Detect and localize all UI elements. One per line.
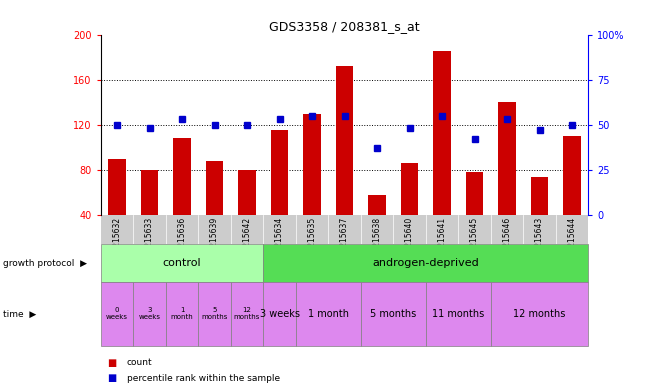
Text: ■: ■	[107, 358, 116, 368]
Text: growth protocol  ▶: growth protocol ▶	[3, 258, 87, 268]
Bar	[205, 161, 224, 215]
Text: 12 months: 12 months	[514, 309, 566, 319]
Bar	[400, 163, 419, 215]
Text: 3 weeks: 3 weeks	[259, 309, 300, 319]
Text: ■: ■	[107, 373, 116, 383]
Bar	[270, 131, 289, 215]
Bar	[335, 66, 354, 215]
Title: GDS3358 / 208381_s_at: GDS3358 / 208381_s_at	[269, 20, 420, 33]
Text: count: count	[127, 358, 152, 367]
Text: 3
weeks: 3 weeks	[138, 308, 161, 320]
Bar	[108, 159, 126, 215]
Bar	[530, 177, 549, 215]
Text: androgen-deprived: androgen-deprived	[372, 258, 479, 268]
Text: 5 months: 5 months	[370, 309, 417, 319]
Text: 5
months: 5 months	[202, 308, 228, 320]
Text: 1 month: 1 month	[307, 309, 349, 319]
Bar	[238, 170, 256, 215]
Text: control: control	[162, 258, 202, 268]
Bar	[368, 195, 386, 215]
Bar	[465, 172, 484, 215]
Text: 12
months: 12 months	[234, 308, 260, 320]
Bar	[433, 51, 451, 215]
Bar	[303, 114, 321, 215]
Bar	[173, 138, 191, 215]
Text: time  ▶: time ▶	[3, 310, 36, 318]
Bar	[498, 102, 516, 215]
Text: percentile rank within the sample: percentile rank within the sample	[127, 374, 280, 383]
Text: 1
month: 1 month	[171, 308, 194, 320]
Bar	[140, 170, 159, 215]
Text: 11 months: 11 months	[432, 309, 484, 319]
Text: 0
weeks: 0 weeks	[106, 308, 128, 320]
Bar	[563, 136, 581, 215]
